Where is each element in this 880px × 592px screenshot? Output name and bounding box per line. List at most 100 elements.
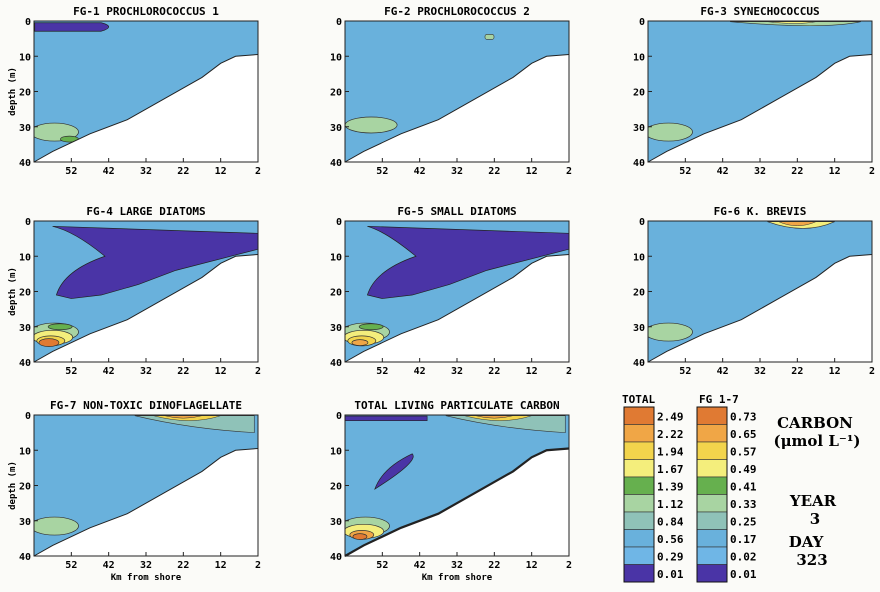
- panel-8: TOTAL LIVING PARTICULATE CARBON 52 42 32 22 1…: [330, 399, 572, 583]
- x-tick-label: 42: [103, 166, 115, 177]
- panel-title: FG-6 K. BREVIS: [714, 205, 807, 218]
- contour-patch: [134, 415, 255, 433]
- contour-patch: [648, 122, 693, 142]
- legend-total-value: 0.29: [657, 551, 684, 564]
- y-tick-label: 0: [336, 217, 342, 228]
- x-tick-label: 42: [414, 560, 426, 571]
- panel-title: FG-1 PROCHLOROCOCCUS 1: [73, 5, 219, 18]
- legend-total-value: 1.67: [657, 463, 684, 476]
- contour-patch: [778, 221, 817, 227]
- x-tick-label: 32: [451, 366, 463, 377]
- x-tick-label: 12: [215, 366, 227, 377]
- panel-1: FG-1 PROCHLOROCOCCUS 152 42 32 22 12 20102030…: [8, 5, 261, 177]
- x-tick-label: 22: [488, 560, 500, 571]
- x-tick-label: 52: [65, 366, 77, 377]
- contour-patch: [345, 415, 428, 421]
- legend-fg-value: 0.57: [730, 446, 757, 459]
- y-tick-label: 40: [19, 158, 31, 169]
- legend-swatch-fg: [696, 459, 728, 478]
- contour-patch: [34, 22, 110, 32]
- legend-total-value: 0.01: [657, 568, 684, 581]
- unit-label: (μmol L⁻¹): [773, 432, 860, 450]
- panel-7: FG-7 NON-TOXIC DINOFLAGELLATE 52 42 32 22 12 2…: [8, 399, 261, 583]
- panel-title: FG-5 SMALL DIATOMS: [397, 205, 516, 218]
- x-axis-label: Km from shore: [422, 573, 493, 583]
- contour-patch: [648, 322, 693, 342]
- legend-fg-value: 0.73: [730, 411, 757, 424]
- legend-total-value: 1.39: [657, 481, 684, 494]
- y-tick-label: 20: [19, 288, 31, 299]
- x-tick-label: 2: [869, 366, 875, 377]
- panel-title: FG-2 PROCHLOROCOCCUS 2: [384, 5, 530, 18]
- y-tick-label: 0: [336, 411, 342, 422]
- contour-patch: [475, 415, 514, 419]
- y-tick-label: 20: [19, 482, 31, 493]
- legend-swatch-fg: [696, 546, 728, 565]
- legend-swatch-total: [623, 424, 655, 443]
- y-tick-label: 30: [330, 323, 342, 334]
- y-tick-label: 30: [633, 323, 645, 334]
- contour-patch: [358, 323, 384, 331]
- y-tick-label: 20: [330, 288, 342, 299]
- day-value: 323: [796, 551, 827, 569]
- contour-patch: [445, 415, 566, 433]
- panel-title: FG-3 SYNECHOCOCCUS: [700, 5, 819, 18]
- contour-patch: [730, 21, 861, 27]
- legend-swatch-fg: [696, 494, 728, 513]
- contour-patch: [164, 415, 203, 419]
- x-tick-label: 2: [869, 166, 875, 177]
- contour-patch: [352, 533, 368, 540]
- legend-swatch-fg: [696, 476, 728, 495]
- legend-swatch-fg: [696, 424, 728, 443]
- x-tick-label: 12: [526, 366, 538, 377]
- seafloor-line: [344, 53, 570, 163]
- x-tick-label: 32: [754, 366, 766, 377]
- legend-total-value: 2.22: [657, 428, 684, 441]
- y-tick-label: 30: [330, 123, 342, 134]
- y-tick-label: 30: [19, 517, 31, 528]
- x-tick-label: 12: [215, 166, 227, 177]
- y-tick-label: 40: [19, 358, 31, 369]
- y-tick-label: 0: [25, 217, 31, 228]
- y-tick-label: 30: [330, 517, 342, 528]
- y-tick-label: 10: [330, 446, 342, 457]
- panel-2: FG-2 PROCHLOROCOCCUS 252 42 32 22 12 20102030…: [330, 5, 572, 177]
- legend-total-value: 2.49: [657, 411, 684, 424]
- y-tick-label: 40: [330, 358, 342, 369]
- seafloor-line: [344, 447, 570, 557]
- x-tick-label: 32: [451, 166, 463, 177]
- x-tick-label: 52: [679, 166, 691, 177]
- legend-total-value: 0.56: [657, 533, 684, 546]
- y-tick-label: 40: [330, 552, 342, 563]
- year-label: YEAR: [789, 492, 837, 510]
- legend-fg-value: 0.17: [730, 533, 757, 546]
- legend-fg-header: FG 1-7: [699, 393, 739, 406]
- contour-patch: [38, 338, 60, 347]
- y-tick-label: 10: [633, 52, 645, 63]
- x-tick-label: 32: [140, 166, 152, 177]
- x-tick-label: 52: [376, 560, 388, 571]
- y-tick-label: 30: [19, 123, 31, 134]
- y-tick-label: 0: [25, 411, 31, 422]
- x-tick-label: 22: [791, 366, 803, 377]
- y-tick-label: 0: [25, 17, 31, 28]
- x-tick-label: 42: [717, 366, 729, 377]
- x-tick-label: 52: [376, 166, 388, 177]
- contour-patch: [374, 453, 414, 490]
- y-tick-label: 0: [639, 217, 645, 228]
- legend-total-value: 1.94: [657, 446, 684, 459]
- y-tick-label: 40: [330, 158, 342, 169]
- x-tick-label: 42: [103, 560, 115, 571]
- y-tick-label: 40: [633, 358, 645, 369]
- x-tick-label: 22: [177, 166, 189, 177]
- x-tick-label: 2: [255, 166, 261, 177]
- x-tick-label: 12: [215, 560, 227, 571]
- x-tick-label: 2: [566, 560, 572, 571]
- x-tick-label: 42: [717, 166, 729, 177]
- panel-title: TOTAL LIVING PARTICULATE CARBON: [354, 399, 559, 412]
- x-tick-label: 2: [255, 560, 261, 571]
- contour-patch: [484, 34, 495, 40]
- x-axis-label: Km from shore: [111, 573, 182, 583]
- seafloor-line: [647, 253, 873, 363]
